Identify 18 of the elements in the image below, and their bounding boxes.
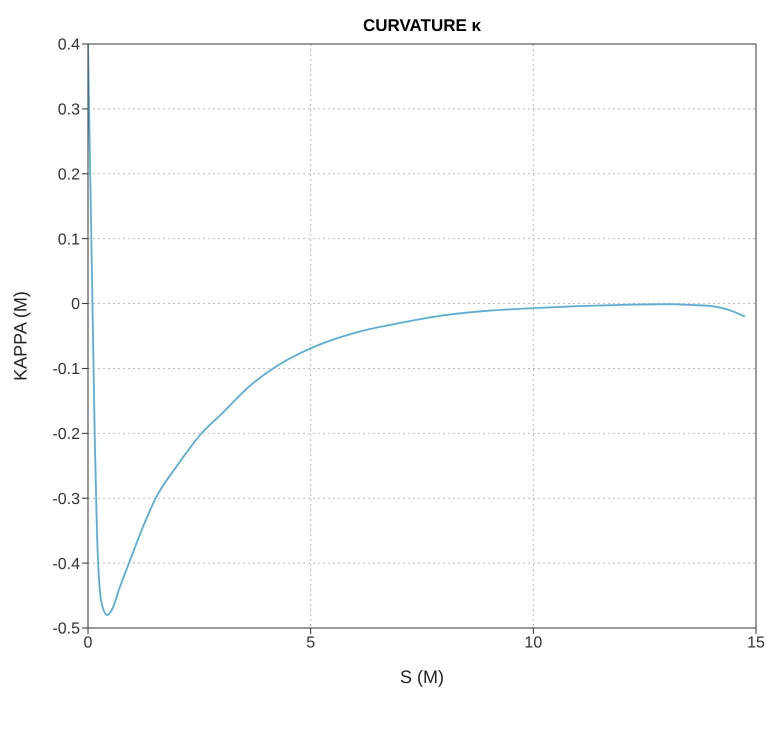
y-tick-label: -0.4 [52,556,80,573]
y-tick-label: 0.1 [58,231,80,248]
line-series [88,44,746,616]
x-tick-label: 0 [84,634,93,652]
y-tick-label: 0 [71,296,80,314]
y-tick-label: -0.5 [52,620,80,638]
y-tick-label: -0.2 [52,426,80,444]
x-tick-label: 5 [306,634,316,652]
y-tick-label: 0.4 [58,36,80,54]
x-axis-title: S (M) [400,667,444,687]
y-tick-label: 0.2 [58,166,80,184]
chart-title: CURVATURE κ [362,16,482,36]
y-tick-label: -0.3 [52,490,80,508]
y-tick-label: -0.1 [52,361,80,378]
y-tick-label: 0.3 [58,102,80,119]
x-tick-label: 10 [524,634,542,652]
x-tick-label: 15 [747,634,765,652]
y-axis-title: KAPPA (M) [10,291,30,381]
